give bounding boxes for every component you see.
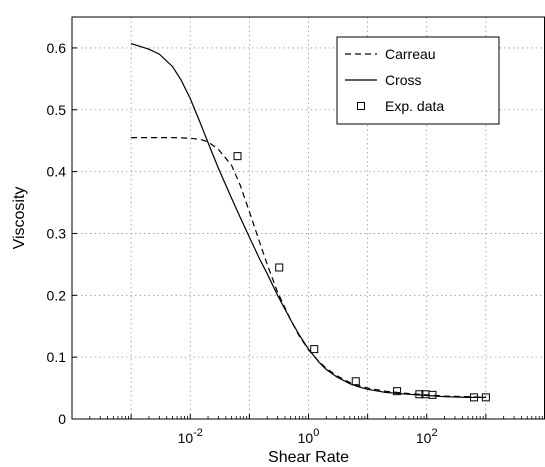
x-tick-label-exponent: -2	[193, 427, 203, 439]
exp-data-point	[481, 393, 490, 402]
legend: Carreau Cross Exp. data	[336, 36, 500, 125]
ticks: 00.10.20.30.40.50.610-2 100 102	[47, 40, 545, 446]
exp-data-point	[415, 390, 424, 399]
exp-data-point	[393, 387, 402, 396]
x-tick-label: 102	[416, 427, 438, 446]
exp-data-point	[428, 390, 437, 399]
x-axis-label: Shear Rate	[268, 449, 349, 466]
exp-data-point	[233, 152, 242, 161]
exp-data-point	[310, 345, 319, 354]
x-tick-label-exponent: 2	[431, 427, 437, 439]
legend-label-cross: Cross	[385, 72, 422, 88]
x-tick-label-base: 10	[178, 430, 194, 446]
x-tick-label-exponent: 0	[313, 427, 319, 439]
legend-swatch-exp-data	[357, 102, 365, 110]
y-tick-label: 0.2	[47, 287, 67, 303]
exp-data-point	[351, 377, 360, 386]
x-tick-label: 10-2	[178, 427, 203, 446]
exp-data-point	[470, 393, 479, 402]
y-tick-label: 0.1	[47, 349, 67, 365]
y-tick-label: 0.5	[47, 102, 67, 118]
y-tick-label: 0.6	[47, 40, 67, 56]
x-tick-label: 100	[298, 427, 320, 446]
x-tick-label-base: 10	[416, 430, 432, 446]
y-tick-label: 0.4	[47, 164, 67, 180]
y-tick-label: 0	[58, 411, 66, 427]
legend-label-exp-data: Exp. data	[385, 98, 444, 114]
cross-line	[130, 43, 486, 398]
series-layer	[130, 43, 490, 402]
y-tick-label: 0.3	[47, 225, 67, 241]
x-tick-label-base: 10	[298, 430, 314, 446]
exp-data-point	[275, 263, 284, 272]
legend-label-carreau: Carreau	[385, 46, 436, 62]
y-axis-label: Viscosity	[11, 187, 28, 250]
